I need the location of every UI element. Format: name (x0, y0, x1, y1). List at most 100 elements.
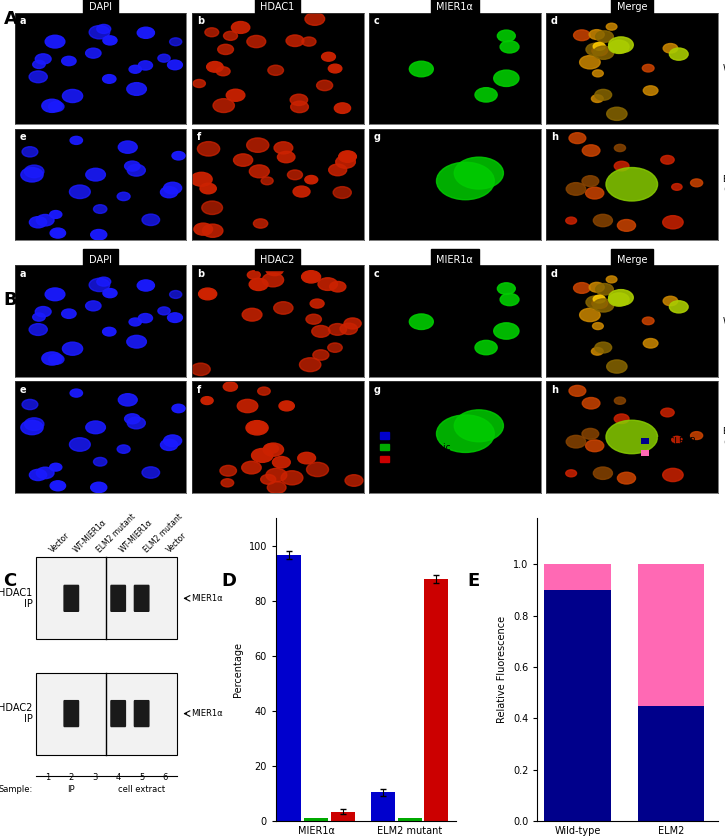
Circle shape (118, 394, 137, 406)
Circle shape (197, 142, 220, 156)
Circle shape (207, 61, 223, 72)
Circle shape (118, 141, 137, 153)
Circle shape (660, 155, 674, 164)
Circle shape (281, 471, 303, 485)
Text: d: d (551, 269, 558, 278)
Circle shape (592, 298, 608, 308)
Circle shape (233, 154, 253, 166)
Title: HDAC2: HDAC2 (260, 255, 295, 265)
Circle shape (160, 187, 178, 198)
Circle shape (97, 24, 111, 34)
Text: Vector: Vector (48, 530, 72, 555)
Circle shape (410, 314, 434, 329)
Circle shape (606, 276, 617, 283)
Circle shape (293, 186, 310, 197)
Circle shape (36, 215, 54, 226)
Circle shape (344, 318, 361, 329)
Circle shape (299, 358, 321, 371)
Circle shape (261, 177, 273, 184)
Circle shape (312, 325, 330, 337)
Circle shape (455, 410, 503, 442)
Circle shape (274, 142, 293, 154)
Text: f: f (196, 385, 201, 395)
Circle shape (249, 165, 269, 178)
Circle shape (593, 295, 605, 303)
Circle shape (30, 469, 46, 480)
Circle shape (609, 293, 629, 306)
Circle shape (302, 271, 320, 283)
Circle shape (164, 435, 182, 447)
Bar (397, 819, 421, 821)
Circle shape (221, 478, 233, 487)
Circle shape (249, 278, 268, 291)
Circle shape (660, 408, 674, 416)
Circle shape (247, 35, 266, 48)
Circle shape (36, 307, 51, 317)
Circle shape (201, 396, 213, 405)
Circle shape (643, 339, 658, 348)
Circle shape (566, 435, 586, 448)
Text: h: h (551, 385, 558, 395)
Text: c: c (374, 16, 380, 26)
Circle shape (606, 420, 658, 453)
Circle shape (298, 453, 315, 464)
Circle shape (566, 183, 586, 195)
Circle shape (475, 340, 497, 354)
Circle shape (302, 37, 316, 46)
Circle shape (586, 187, 604, 199)
Bar (637, 706, 705, 821)
Circle shape (254, 219, 268, 228)
Text: b: b (196, 16, 204, 26)
Circle shape (138, 61, 152, 70)
Circle shape (436, 163, 494, 199)
Circle shape (33, 60, 45, 69)
Circle shape (475, 88, 497, 102)
Circle shape (569, 132, 586, 143)
Bar (331, 811, 355, 821)
Circle shape (582, 176, 599, 187)
Circle shape (216, 67, 230, 75)
Circle shape (29, 323, 47, 335)
Circle shape (202, 224, 223, 237)
Circle shape (91, 482, 107, 493)
Circle shape (592, 95, 603, 102)
Circle shape (595, 283, 613, 295)
FancyBboxPatch shape (36, 557, 177, 639)
Circle shape (257, 387, 270, 396)
Circle shape (582, 428, 599, 439)
Circle shape (172, 404, 185, 412)
Title: MIER1α: MIER1α (436, 2, 473, 12)
Text: WT-MIER1α: WT-MIER1α (723, 64, 725, 73)
Circle shape (241, 461, 261, 474)
Text: MIER1α: MIER1α (191, 594, 223, 603)
Circle shape (138, 313, 152, 323)
Circle shape (231, 22, 250, 34)
Circle shape (91, 230, 107, 240)
Text: cell extract: cell extract (118, 785, 165, 794)
Circle shape (274, 302, 293, 314)
Circle shape (671, 437, 682, 443)
Circle shape (86, 48, 101, 58)
Circle shape (70, 137, 83, 144)
Circle shape (336, 156, 355, 168)
Y-axis label: Percentage: Percentage (233, 642, 243, 697)
Circle shape (164, 182, 182, 194)
Circle shape (62, 309, 76, 318)
Circle shape (22, 147, 38, 157)
Circle shape (455, 158, 503, 189)
Circle shape (304, 175, 318, 184)
Circle shape (609, 40, 629, 54)
Bar (277, 556, 302, 821)
Circle shape (242, 308, 262, 321)
Circle shape (607, 107, 627, 121)
Circle shape (339, 151, 357, 163)
Circle shape (213, 99, 234, 112)
Circle shape (291, 101, 308, 112)
Circle shape (579, 308, 600, 322)
Text: IP: IP (67, 785, 75, 794)
Circle shape (614, 161, 629, 171)
Circle shape (125, 414, 140, 424)
Circle shape (618, 473, 636, 484)
Circle shape (86, 421, 105, 434)
Circle shape (579, 55, 600, 69)
